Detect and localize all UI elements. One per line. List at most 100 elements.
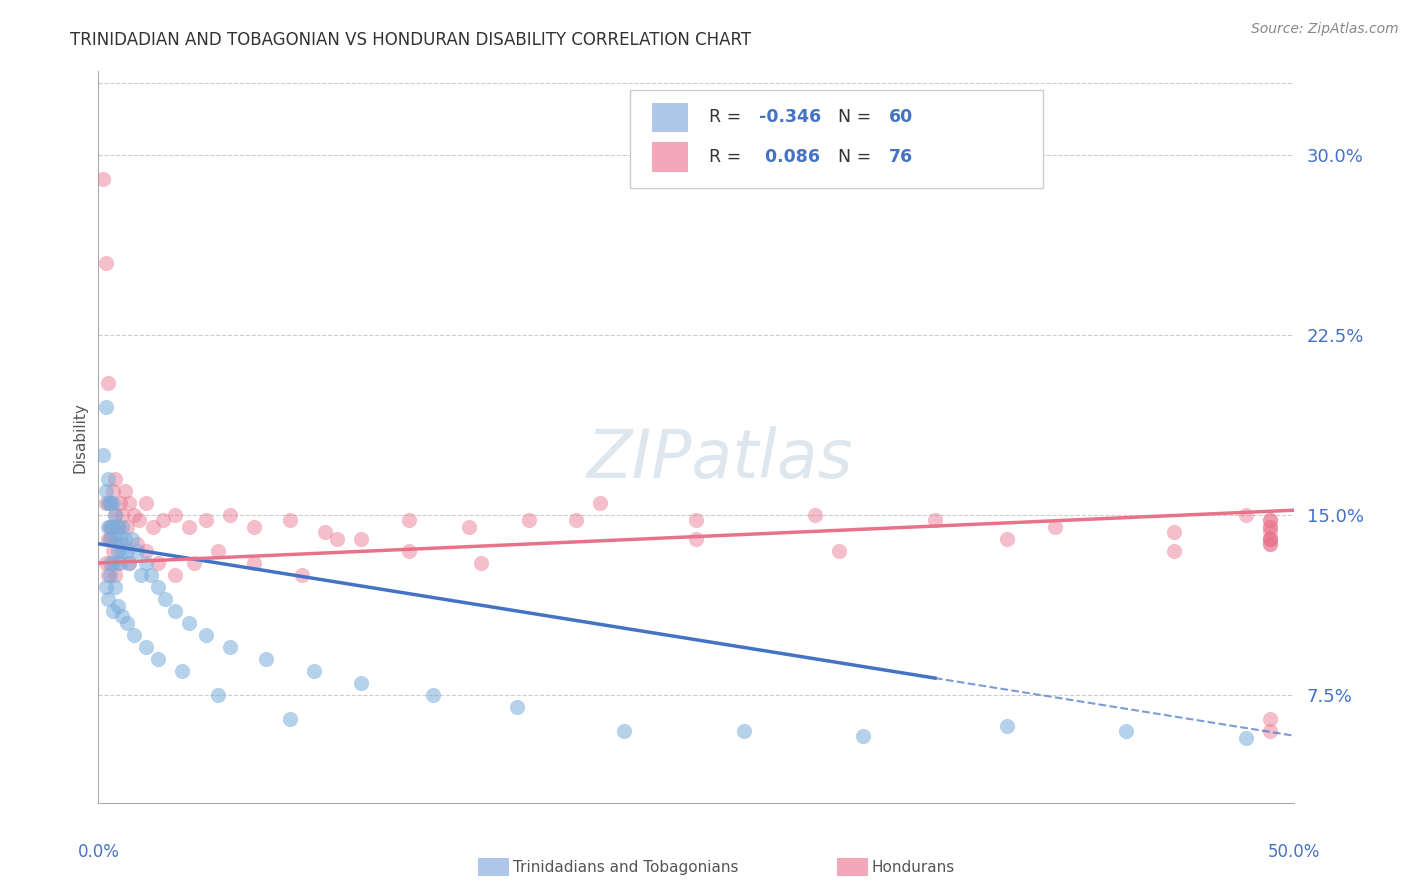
Point (107, 544, 129, 558)
Point (1115, 723, 1137, 738)
Point (135, 640, 157, 654)
Text: 0.0%: 0.0% (77, 843, 120, 861)
Text: 50.0%: 50.0% (1267, 843, 1320, 861)
Point (101, 483, 124, 498)
Point (98, 556, 122, 570)
Text: Source: ZipAtlas.com: Source: ZipAtlas.com (1251, 22, 1399, 37)
Bar (630, 89, 1043, 188)
Point (97, 568, 120, 582)
Point (1258, 537, 1281, 551)
Point (118, 556, 141, 570)
Point (163, 604, 186, 618)
Point (104, 532, 127, 546)
Text: -0.346: -0.346 (759, 109, 821, 127)
Point (291, 568, 314, 582)
Point (108, 532, 131, 546)
Point (94, 580, 117, 594)
Text: TRINIDADIAN AND TOBAGONIAN VS HONDURAN DISABILITY CORRELATION CHART: TRINIDADIAN AND TOBAGONIAN VS HONDURAN D… (70, 31, 751, 49)
Point (98, 496, 122, 510)
Point (179, 615, 201, 630)
Point (107, 599, 129, 614)
Point (97, 496, 120, 510)
Point (1258, 537, 1281, 551)
Point (183, 556, 205, 570)
Point (565, 513, 588, 527)
Point (98, 532, 122, 546)
Point (101, 520, 124, 534)
Point (995, 532, 1018, 546)
Point (101, 604, 124, 618)
Point (101, 496, 124, 510)
Point (97, 472, 120, 486)
Text: 0.086: 0.086 (759, 148, 820, 166)
Point (207, 544, 229, 558)
Point (152, 513, 174, 527)
Point (179, 520, 201, 534)
Point (107, 520, 129, 534)
Text: 60: 60 (889, 109, 912, 127)
Point (589, 496, 612, 510)
Point (111, 544, 134, 558)
Point (254, 652, 277, 666)
Point (124, 628, 146, 642)
Point (94, 496, 117, 510)
Point (107, 520, 129, 534)
Point (98, 520, 122, 534)
Point (350, 676, 373, 690)
Point (135, 556, 157, 570)
Point (422, 688, 444, 702)
Point (91, 448, 114, 462)
Point (104, 580, 127, 594)
Point (1043, 520, 1066, 534)
Point (101, 520, 124, 534)
Point (142, 520, 165, 534)
Point (458, 520, 481, 534)
Point (685, 513, 707, 527)
Point (115, 615, 138, 630)
Point (115, 544, 138, 558)
Point (804, 508, 827, 522)
Point (104, 472, 127, 486)
Point (1258, 524, 1281, 539)
Point (1258, 520, 1281, 534)
Point (97, 532, 120, 546)
Point (135, 544, 157, 558)
Text: Hondurans: Hondurans (872, 860, 955, 874)
Text: Trinidadians and Tobagonians: Trinidadians and Tobagonians (513, 860, 738, 874)
Point (219, 640, 242, 654)
Point (94, 483, 117, 498)
Point (121, 532, 143, 546)
Point (1258, 532, 1281, 546)
Point (1258, 532, 1281, 546)
Point (278, 513, 301, 527)
Text: 76: 76 (889, 148, 912, 166)
Point (1258, 513, 1281, 527)
Point (131, 568, 153, 582)
Point (148, 652, 170, 666)
Point (350, 532, 373, 546)
Point (125, 537, 148, 551)
Point (104, 508, 127, 522)
Point (1234, 731, 1257, 745)
Point (828, 544, 851, 558)
Point (128, 513, 150, 527)
Point (107, 556, 129, 570)
Point (118, 556, 141, 570)
Point (104, 568, 127, 582)
Point (1258, 513, 1281, 527)
Point (195, 628, 218, 642)
Point (278, 712, 301, 726)
Bar (652, 103, 688, 132)
Text: N =: N = (838, 109, 877, 127)
Point (111, 520, 134, 534)
Point (172, 664, 194, 678)
Point (135, 496, 157, 510)
Point (163, 508, 186, 522)
Point (98, 532, 122, 546)
Point (506, 699, 529, 714)
Point (995, 719, 1018, 733)
Point (613, 723, 636, 738)
Point (1163, 524, 1185, 539)
Point (302, 664, 325, 678)
Point (114, 483, 136, 498)
